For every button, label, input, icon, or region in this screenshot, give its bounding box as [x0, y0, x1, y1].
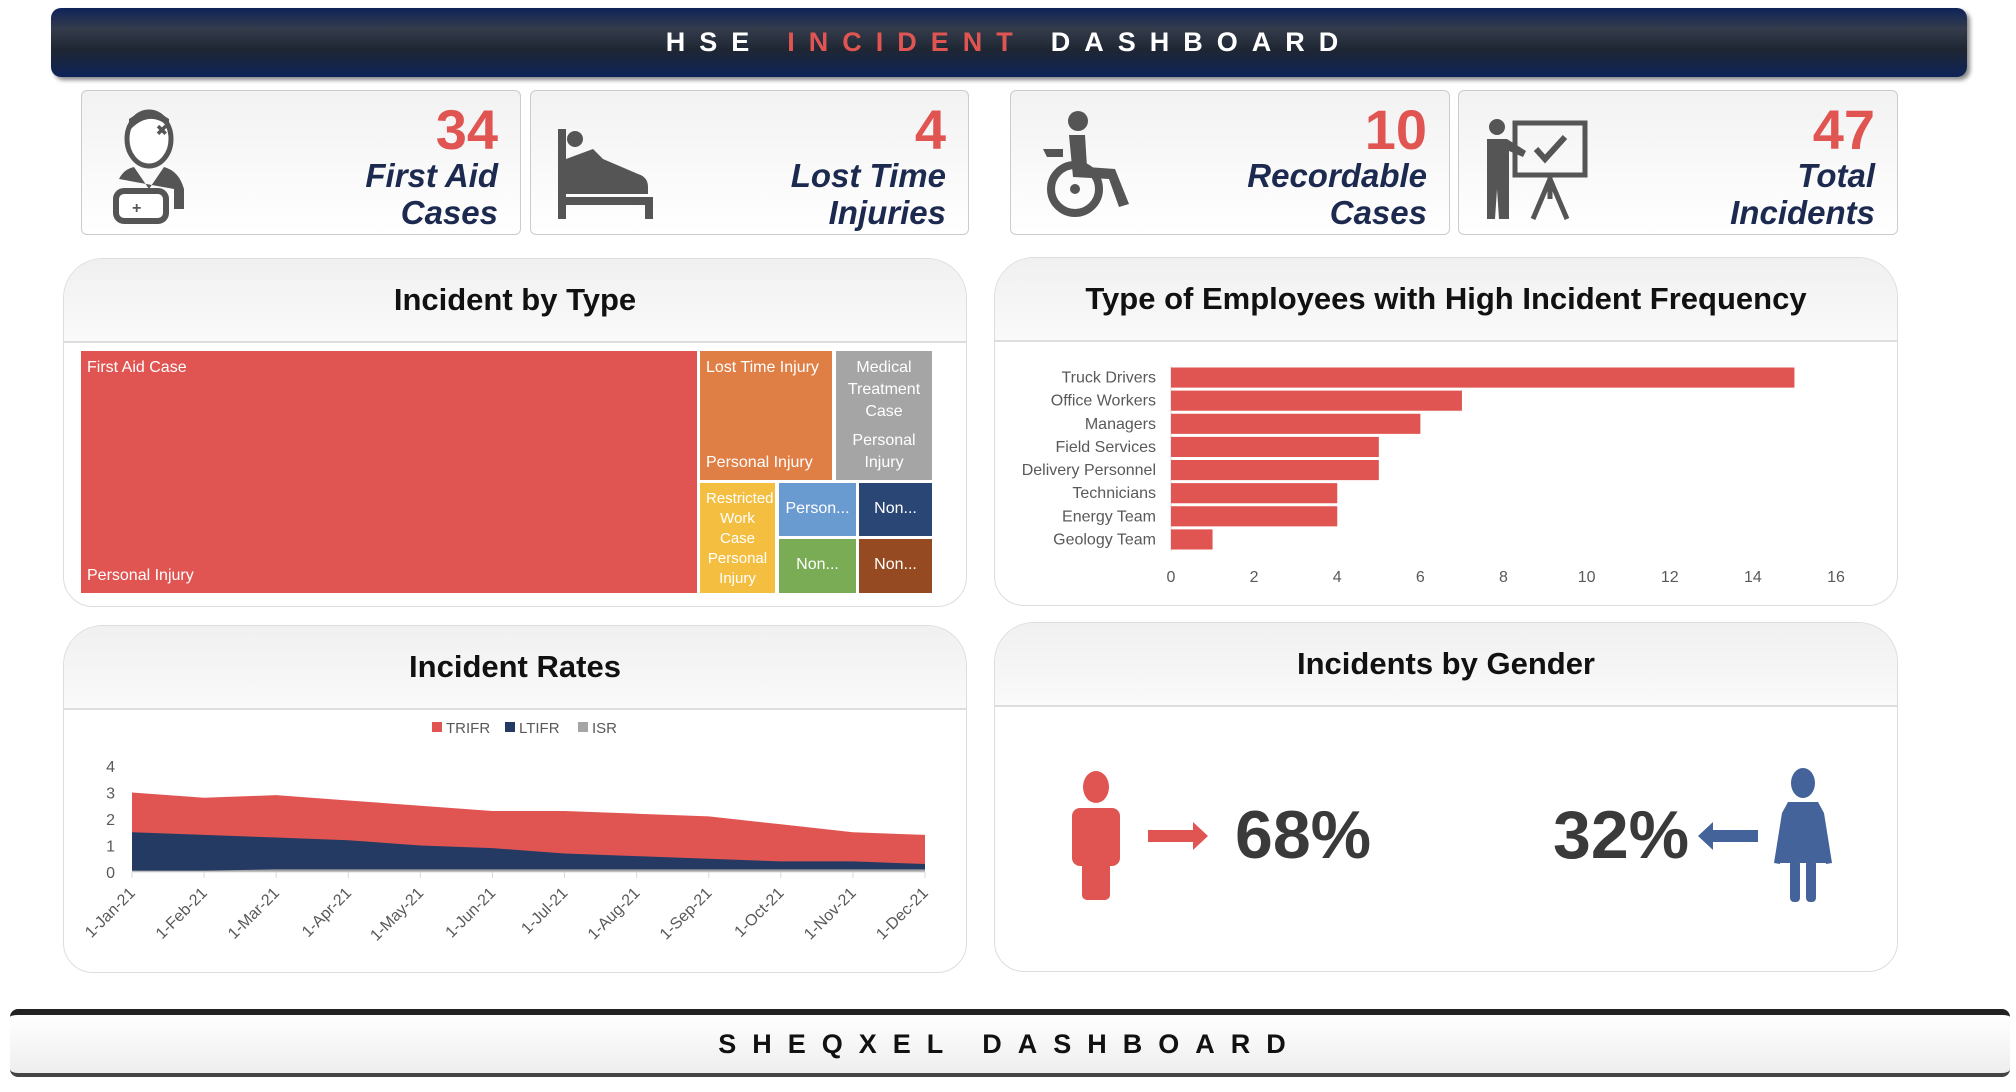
treemap: First Aid Case Personal Injury Lost Time … [81, 351, 932, 593]
panel-title: Incidents by Gender [995, 623, 1897, 707]
title-highlight: INCIDENT [787, 27, 1027, 57]
tile-label: Non... [874, 500, 917, 517]
title-prefix: HSE [665, 27, 764, 57]
x-tick-label: 1-Nov-21 [801, 885, 860, 944]
legend-label: LTIFR [519, 720, 560, 737]
arrow-right-icon [1148, 822, 1208, 850]
x-tick-label: 1-Jul-21 [518, 885, 571, 938]
area-isr [132, 869, 925, 872]
x-tick-label: 1-Mar-21 [225, 885, 283, 943]
legend-swatch [432, 722, 442, 732]
treemap-tile[interactable]: Non... [859, 539, 932, 593]
treemap-tile[interactable]: Restricted Work Case Personal Injury [700, 483, 775, 593]
tile-label: Restricted Work Case [706, 490, 774, 547]
y-tick-label: 1 [106, 839, 115, 856]
y-tick-label: 3 [106, 786, 115, 803]
female-icon [1774, 768, 1832, 902]
treemap-tile[interactable]: Medical Treatment Case Personal Injury [836, 351, 932, 480]
kpi-label: Incidents [1730, 194, 1875, 231]
kpi-label: Total [1797, 157, 1875, 194]
y-tick-label: 2 [106, 812, 115, 829]
treemap-tile[interactable]: First Aid Case Personal Injury [81, 351, 697, 593]
tile-sublabel: Personal Injury [706, 454, 813, 471]
kpi-total-incidents: 47 Total Incidents [1458, 90, 1898, 235]
x-tick-label: 1-May-21 [367, 885, 427, 945]
treemap-tile[interactable]: Lost Time Injury Personal Injury [700, 351, 832, 480]
svg-text:+: + [132, 200, 141, 217]
kpi-value: 34 [435, 98, 498, 161]
legend-swatch [505, 722, 515, 732]
panel-title: Type of Employees with High Incident Fre… [995, 258, 1897, 342]
x-tick-label: 1-Dec-21 [873, 885, 932, 944]
male-percentage: 68% [1235, 797, 1372, 873]
tile-label: First Aid Case [87, 359, 187, 376]
dashboard-footer: SHEQXEL DASHBOARD [10, 1009, 2010, 1077]
y-tick-label: 4 [106, 759, 115, 776]
employee-type-panel: Type of Employees with High Incident Fre… [994, 257, 1898, 606]
x-tick-label: 1-Feb-21 [153, 885, 211, 943]
arrow-left-icon [1698, 822, 1758, 850]
panel-title: Incident Rates [64, 626, 966, 710]
tile-sublabel: Personal Injury [852, 432, 916, 471]
hospital-bed-icon [558, 129, 653, 219]
x-tick-label: 1-Jun-21 [443, 885, 500, 942]
kpi-label: Injuries [828, 194, 946, 231]
kpi-label: First Aid [365, 157, 498, 194]
x-tick-label: 1-Jan-21 [82, 885, 139, 942]
kpi-label: Cases [400, 194, 498, 231]
treemap-tile[interactable]: Non... [859, 483, 932, 536]
first-aid-person-icon: ✖+ [113, 109, 184, 224]
kpi-value: 10 [1364, 98, 1427, 161]
area-ltifr [132, 832, 925, 872]
male-icon [1072, 771, 1120, 900]
treemap-tile[interactable]: Person... [779, 483, 856, 536]
kpi-label: Recordable [1247, 157, 1427, 194]
y-tick-label: 0 [106, 865, 115, 882]
tile-label: Lost Time Injury [706, 359, 819, 376]
x-tick-label: 1-Sep-21 [657, 885, 716, 944]
tile-label: Medical Treatment Case [847, 359, 921, 420]
kpi-value: 47 [1812, 98, 1875, 161]
kpi-recordable-cases: 10 Recordable Cases [1010, 90, 1450, 235]
kpi-value: 4 [914, 98, 946, 161]
x-tick-label: 1-Aug-21 [585, 885, 644, 944]
tile-sublabel: Personal Injury [707, 550, 768, 587]
legend-swatch [578, 722, 588, 732]
wheelchair-icon [1043, 111, 1129, 217]
kpi-first-aid-cases: ✖ + 34 First Aid Cases [81, 90, 521, 235]
kpi-lost-time-injuries: 4 Lost Time Injuries [530, 90, 969, 235]
svg-text:✖: ✖ [156, 122, 168, 138]
presentation-icon [1487, 119, 1588, 220]
gender-panel: Incidents by Gender [994, 622, 1898, 972]
treemap-tile[interactable]: Non... [779, 539, 856, 593]
x-tick-label: 1-Apr-21 [299, 885, 355, 941]
tile-label: Non... [874, 556, 917, 573]
legend-label: TRIFR [446, 720, 490, 737]
tile-label: Person... [785, 500, 850, 517]
legend-label: ISR [592, 720, 617, 737]
female-percentage: 32% [1553, 797, 1690, 873]
kpi-label: Lost Time [790, 157, 946, 194]
tile-label: Non... [796, 556, 839, 573]
x-tick-label: 1-Oct-21 [732, 885, 788, 941]
panel-title: Incident by Type [64, 259, 966, 343]
title-suffix: DASHBOARD [1050, 27, 1353, 57]
tile-sublabel: Personal Injury [87, 567, 194, 584]
kpi-label: Cases [1329, 194, 1427, 231]
dashboard-header: HSE INCIDENT DASHBOARD [51, 8, 1967, 77]
